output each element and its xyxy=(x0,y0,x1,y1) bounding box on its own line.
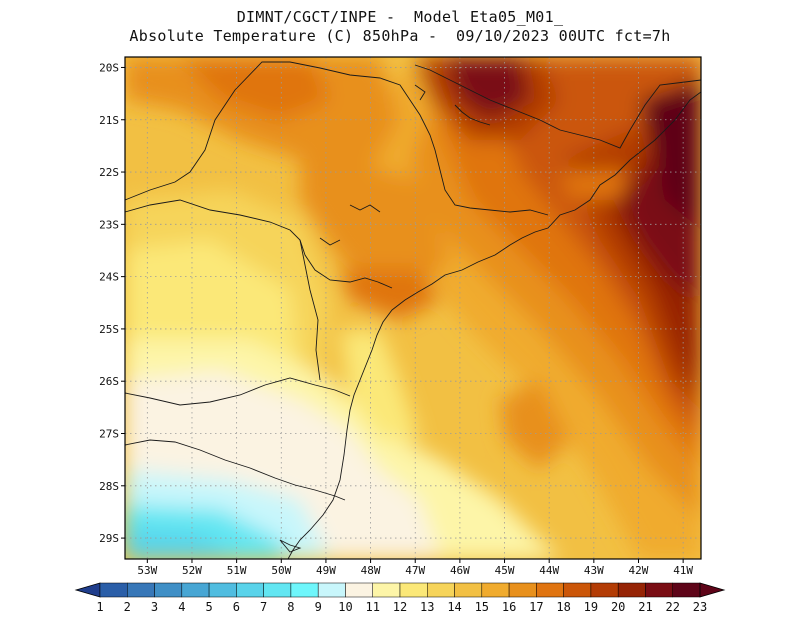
lat-tick-label: 26S xyxy=(99,375,119,388)
colorbar-segment xyxy=(427,582,455,598)
lat-tick-label: 24S xyxy=(99,271,119,284)
colorbar-segment xyxy=(645,582,673,598)
state-border-sp-mg xyxy=(125,61,549,216)
lon-tick-label: 48W xyxy=(361,564,381,577)
colorbar-label: 2 xyxy=(124,600,131,614)
lon-tick-label: 50W xyxy=(271,564,291,577)
temperature-field xyxy=(125,57,701,559)
state-border-sc-rs xyxy=(125,439,346,501)
state-border-pr-sc xyxy=(125,377,351,406)
colorbar-segment xyxy=(399,582,428,598)
pr-west-border xyxy=(299,239,321,381)
colorbar-segment xyxy=(290,582,319,598)
plot-frame xyxy=(124,56,702,560)
colorbar-label: 12 xyxy=(393,600,407,614)
colorbar-segment xyxy=(372,582,401,598)
longitude-axis: 53W 52W 51W 50W 49W 48W 47W 46W 45W 44W 43W 42W 41W xyxy=(137,559,693,577)
lat-tick-label: 22S xyxy=(99,166,119,179)
colorbar-segment xyxy=(536,582,564,598)
colorbar-segment xyxy=(208,582,237,598)
colorbar-segment xyxy=(181,582,210,598)
sc-lagoon xyxy=(279,539,302,553)
colorbar-segment xyxy=(317,582,346,598)
colorbar-right-arrow xyxy=(699,582,726,598)
river-lake xyxy=(319,84,491,246)
colorbar-label: 8 xyxy=(287,600,294,614)
colorbar-label: 23 xyxy=(693,600,707,614)
colorbar-segment xyxy=(236,582,264,598)
colorbar-label: 10 xyxy=(338,600,352,614)
colorbar-label: 19 xyxy=(584,600,598,614)
colorbar: 1 2 3 4 5 6 7 8 9 10 11 12 13 14 15 16 17 18 19 20 21 22 23 xyxy=(74,582,726,614)
coastline xyxy=(287,91,701,559)
colorbar-label: 13 xyxy=(420,600,434,614)
colorbar-label: 1 xyxy=(96,600,103,614)
colorbar-segment xyxy=(481,582,510,598)
colorbar-label: 3 xyxy=(151,600,158,614)
colorbar-label: 14 xyxy=(447,600,461,614)
colorbar-label: 22 xyxy=(666,600,680,614)
colorbar-segment xyxy=(617,582,646,598)
colorbar-segment xyxy=(508,582,537,598)
colorbar-label: 5 xyxy=(205,600,212,614)
lon-tick-label: 51W xyxy=(227,564,247,577)
lon-tick-label: 49W xyxy=(316,564,336,577)
colorbar-label: 7 xyxy=(260,600,267,614)
colorbar-label: 18 xyxy=(556,600,570,614)
colorbar-label: 4 xyxy=(178,600,185,614)
colorbar-label: 21 xyxy=(638,600,652,614)
lat-tick-label: 29S xyxy=(99,532,119,545)
lat-tick-label: 25S xyxy=(99,323,119,336)
chart-title: DIMNT/CGCT/INPE - Model Eta05_M01_ xyxy=(236,8,564,26)
colorbar-label: 11 xyxy=(366,600,380,614)
lon-tick-label: 41W xyxy=(673,564,693,577)
colorbar-label: 17 xyxy=(529,600,543,614)
lat-tick-label: 28S xyxy=(99,480,119,493)
colorbar-segment xyxy=(590,582,619,598)
colorbar-left-arrow xyxy=(74,582,101,598)
lon-tick-label: 46W xyxy=(450,564,470,577)
colorbar-label: 20 xyxy=(611,600,625,614)
lon-tick-label: 53W xyxy=(137,564,157,577)
colorbar-segment xyxy=(454,582,483,598)
lon-tick-label: 47W xyxy=(405,564,425,577)
colorbar-segment xyxy=(154,582,183,598)
boundaries xyxy=(125,61,701,559)
colorbar-label: 16 xyxy=(502,600,516,614)
colorbar-segment xyxy=(263,582,292,598)
lon-tick-label: 43W xyxy=(584,564,604,577)
colorbar-segment xyxy=(672,582,701,598)
lat-tick-label: 27S xyxy=(99,428,119,441)
lat-tick-label: 21S xyxy=(99,114,119,127)
lat-tick-label: 20S xyxy=(99,61,119,74)
chart-subtitle: Absolute Temperature (C) 850hPa - 09/10/… xyxy=(129,27,671,45)
colorbar-segment xyxy=(345,582,373,598)
latitude-axis: 20S 21S 22S 23S 24S 25S 26S 27S 28S 29S xyxy=(99,61,125,545)
colorbar-label: 15 xyxy=(475,600,489,614)
colorbar-segment xyxy=(563,582,592,598)
colorbar-label: 9 xyxy=(315,600,322,614)
state-border-mg-rj-es xyxy=(414,64,701,149)
colorbar-label: 6 xyxy=(233,600,240,614)
colorbar-segment xyxy=(127,582,155,598)
lat-tick-label: 23S xyxy=(99,218,119,231)
lon-tick-label: 44W xyxy=(539,564,559,577)
map-gridlines xyxy=(125,57,701,559)
lon-tick-label: 45W xyxy=(495,564,515,577)
lon-tick-label: 52W xyxy=(182,564,202,577)
colorbar-segment xyxy=(99,582,128,598)
lon-tick-label: 42W xyxy=(629,564,649,577)
